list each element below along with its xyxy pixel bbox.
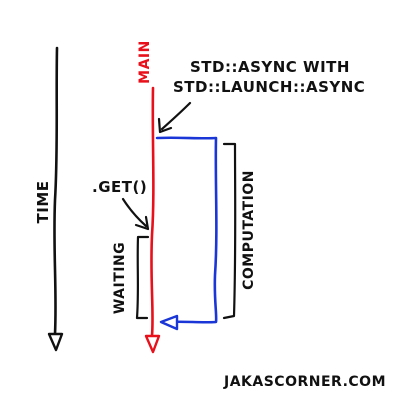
async-thread (155, 136, 218, 331)
main-thread-line (150, 86, 155, 338)
async-pointer-arrow-line (160, 101, 192, 131)
computation-label: COMPUTATION (241, 170, 257, 290)
async-return-arrowhead (159, 314, 179, 331)
async-annotation: STD::ASYNC WITH STD::LAUNCH::ASYNC (157, 58, 365, 134)
async-pointer-arrowhead (157, 117, 173, 134)
main-thread: MAIN (137, 40, 161, 354)
main-label: MAIN (137, 40, 153, 84)
main-thread-arrowhead (144, 334, 161, 354)
get-annotation: .GET() (92, 178, 150, 231)
waiting-bracket: WAITING (112, 235, 150, 320)
async-label-line2: STD::LAUNCH::ASYNC (173, 78, 365, 96)
waiting-label: WAITING (112, 242, 128, 314)
computation-bracket: COMPUTATION (222, 142, 257, 320)
async-label-line1: STD::ASYNC WITH (190, 58, 350, 76)
time-axis-line (53, 46, 59, 336)
async-thread-line (155, 136, 218, 324)
get-pointer-arrow-line (121, 197, 148, 228)
time-axis: TIME (34, 46, 64, 352)
credit-text: JAKASCORNER.COM (223, 374, 386, 390)
waiting-bracket-line (135, 235, 150, 320)
get-pointer-arrowhead (134, 215, 150, 231)
get-label: .GET() (92, 178, 147, 196)
time-label: TIME (34, 181, 52, 224)
computation-bracket-line (222, 142, 237, 320)
time-axis-arrowhead (47, 332, 64, 352)
